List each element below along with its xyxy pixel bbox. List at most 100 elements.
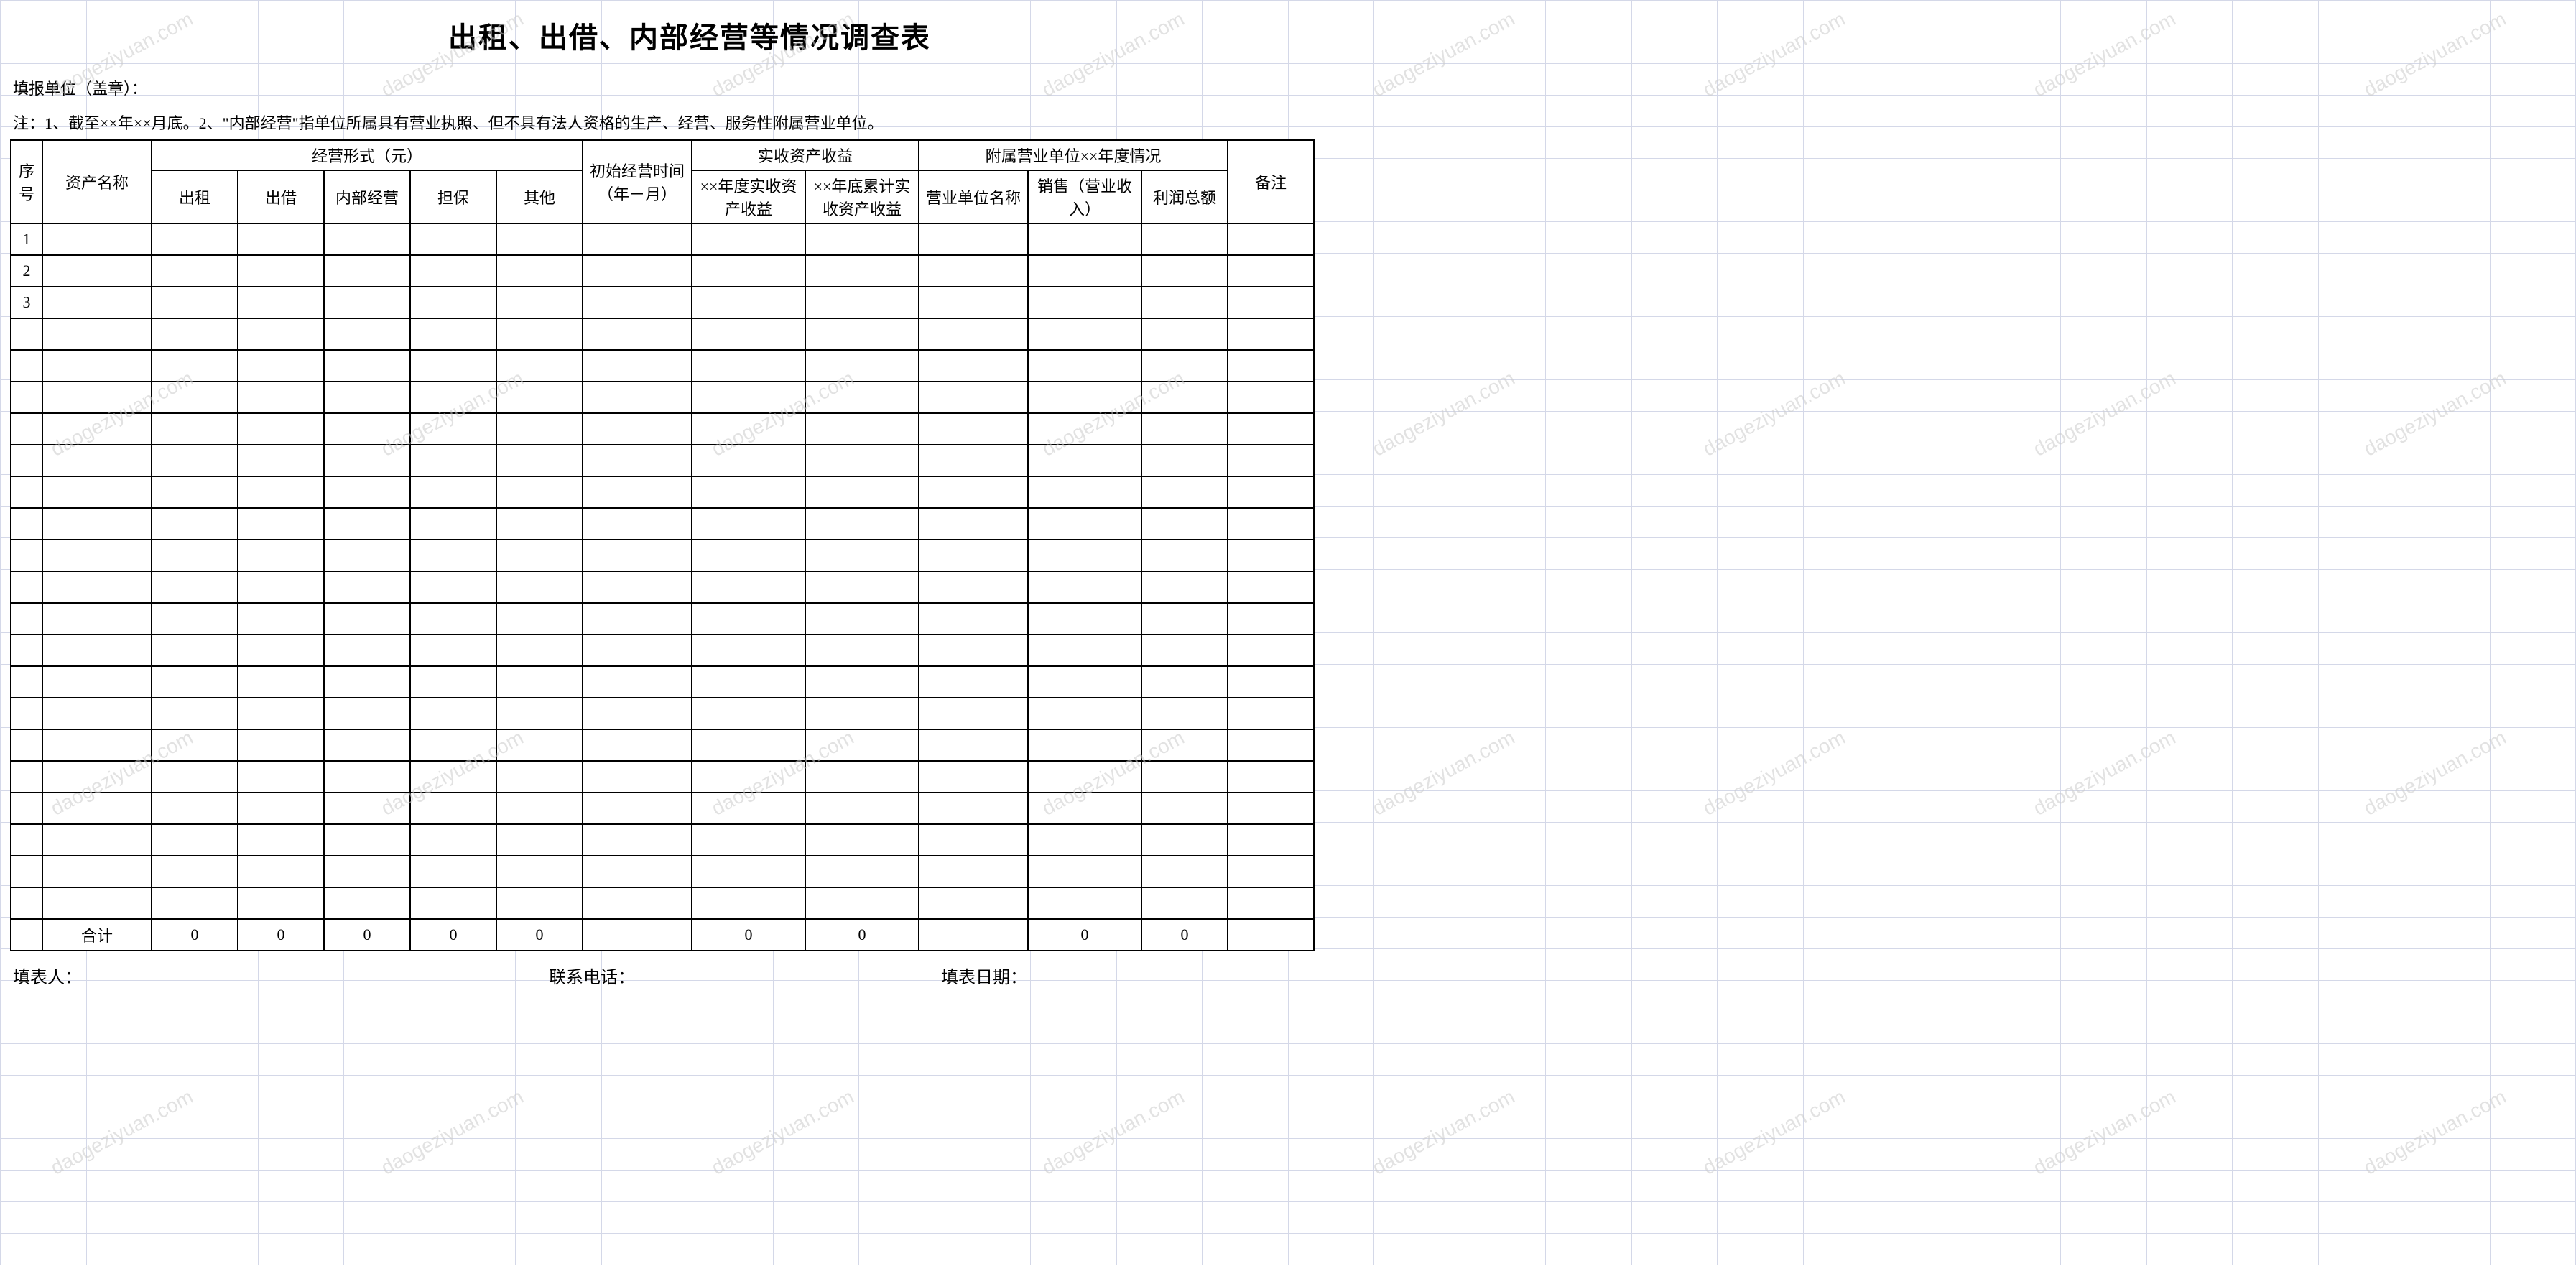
table-cell xyxy=(1028,571,1141,603)
table-cell xyxy=(496,729,583,761)
table-cell xyxy=(583,856,692,887)
footer-row: 填表人： 联系电话： 填表日期： xyxy=(0,951,1379,988)
table-cell xyxy=(152,793,238,824)
table-cell xyxy=(1028,540,1141,571)
th-remark: 备注 xyxy=(1228,140,1314,223)
table-cell xyxy=(410,793,496,824)
table-cell xyxy=(1028,824,1141,856)
table-cell xyxy=(919,223,1028,255)
table-cell xyxy=(805,255,919,287)
table-cell xyxy=(238,761,324,793)
table-cell xyxy=(1028,887,1141,919)
table-cell xyxy=(1228,603,1314,634)
table-cell xyxy=(238,540,324,571)
table-cell: 2 xyxy=(11,255,42,287)
table-cell xyxy=(583,729,692,761)
footer-phone: 联系电话： xyxy=(549,963,937,988)
table-cell xyxy=(1228,761,1314,793)
total-other: 0 xyxy=(496,919,583,951)
table-cell xyxy=(583,318,692,350)
table-cell xyxy=(919,287,1028,318)
table-cell xyxy=(1141,666,1228,698)
table-cell xyxy=(1028,793,1141,824)
table-cell xyxy=(805,603,919,634)
table-cell xyxy=(692,603,805,634)
table-cell xyxy=(11,761,42,793)
total-remark xyxy=(1228,919,1314,951)
table-row xyxy=(11,445,1314,476)
table-cell xyxy=(1028,634,1141,666)
th-real-income: 实收资产收益 xyxy=(692,140,919,170)
table-cell xyxy=(1141,350,1228,382)
table-cell xyxy=(1028,350,1141,382)
table-cell xyxy=(410,887,496,919)
table-cell xyxy=(496,508,583,540)
table-cell xyxy=(919,571,1028,603)
table-cell xyxy=(11,445,42,476)
table-cell xyxy=(324,571,410,603)
table-cell xyxy=(919,255,1028,287)
table-cell xyxy=(324,666,410,698)
table-cell xyxy=(496,540,583,571)
table-cell xyxy=(324,698,410,729)
total-lend: 0 xyxy=(238,919,324,951)
table-cell xyxy=(805,350,919,382)
table-cell xyxy=(583,761,692,793)
table-cell xyxy=(324,508,410,540)
table-cell xyxy=(583,887,692,919)
table-cell xyxy=(919,793,1028,824)
table-cell xyxy=(692,698,805,729)
table-cell xyxy=(238,856,324,887)
table-cell xyxy=(1141,508,1228,540)
table-cell xyxy=(1228,824,1314,856)
table-cell xyxy=(1141,382,1228,413)
th-profit: 利润总额 xyxy=(1141,170,1228,223)
table-cell xyxy=(692,223,805,255)
table-cell xyxy=(1228,255,1314,287)
table-cell xyxy=(324,445,410,476)
table-cell xyxy=(152,603,238,634)
table-cell xyxy=(1141,887,1228,919)
table-cell xyxy=(692,634,805,666)
table-cell xyxy=(11,508,42,540)
table-cell xyxy=(919,540,1028,571)
table-cell xyxy=(1228,571,1314,603)
table-cell xyxy=(1141,318,1228,350)
table-cell xyxy=(805,887,919,919)
table-cell xyxy=(152,540,238,571)
table-cell xyxy=(583,793,692,824)
table-cell xyxy=(1028,856,1141,887)
table-cell xyxy=(496,571,583,603)
table-cell xyxy=(238,413,324,445)
table-cell xyxy=(410,761,496,793)
table-cell xyxy=(410,413,496,445)
filing-unit-label: 填报单位（盖章）： xyxy=(0,70,2576,105)
table-cell xyxy=(410,255,496,287)
table-cell xyxy=(496,887,583,919)
table-cell xyxy=(1028,603,1141,634)
table-cell xyxy=(410,666,496,698)
th-start-time: 初始经营时间（年－月） xyxy=(583,140,692,223)
table-row xyxy=(11,508,1314,540)
table-cell xyxy=(238,508,324,540)
table-cell xyxy=(11,887,42,919)
table-cell xyxy=(152,761,238,793)
table-cell xyxy=(324,476,410,508)
table-cell xyxy=(152,413,238,445)
table-cell xyxy=(152,729,238,761)
table-cell xyxy=(42,761,152,793)
table-row xyxy=(11,887,1314,919)
table-row xyxy=(11,540,1314,571)
table-cell xyxy=(1141,255,1228,287)
table-cell xyxy=(496,634,583,666)
table-cell xyxy=(1028,287,1141,318)
total-year-income: 0 xyxy=(692,919,805,951)
table-cell xyxy=(11,540,42,571)
table-row: 3 xyxy=(11,287,1314,318)
table-cell xyxy=(1141,856,1228,887)
table-cell xyxy=(496,445,583,476)
table-cell xyxy=(496,761,583,793)
table-cell xyxy=(583,824,692,856)
table-cell xyxy=(1228,666,1314,698)
table-cell xyxy=(583,603,692,634)
